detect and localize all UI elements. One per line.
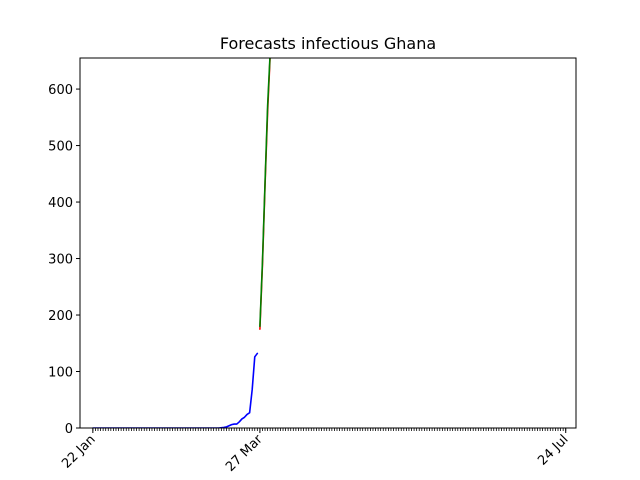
plot-frame [79,57,577,429]
y-tick-label: 300 [48,253,73,268]
series-line-1 [92,352,259,428]
chart-title: Forecasts infectious Ghana [220,34,436,53]
y-tick-label: 200 [48,309,73,324]
y-tick-label: 100 [48,366,73,381]
y-tick-label: 0 [65,422,73,437]
series-layer [92,58,271,428]
series-line-3 [259,58,271,328]
y-tick-label: 600 [48,83,73,98]
y-tick-label: 500 [48,140,73,155]
y-axis: 0 100 200 300 400 500 600 [48,83,80,437]
y-tick-label: 400 [48,196,73,211]
